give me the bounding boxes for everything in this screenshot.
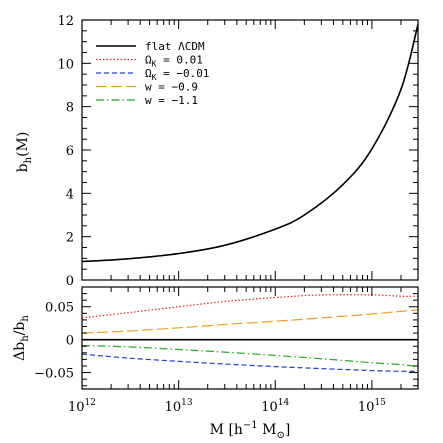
bottom-series-4 bbox=[81, 353, 419, 372]
top-y-tick-label: 8 bbox=[66, 101, 74, 116]
x-tick-label: 1013 bbox=[165, 398, 193, 415]
bottom-y-tick-label: −0.05 bbox=[34, 367, 74, 382]
bottom-panel-frame bbox=[81, 286, 419, 390]
legend-label: flat ΛCDM bbox=[145, 40, 205, 53]
top-y-tick-label: 10 bbox=[57, 57, 74, 72]
bottom-series-3 bbox=[81, 344, 419, 368]
top-series-0 bbox=[81, 24, 419, 263]
bottom-series-lines bbox=[81, 294, 419, 372]
top-y-axis-title: bh(M) bbox=[15, 132, 34, 173]
x-axis-title: M [h−1 M⊙] bbox=[210, 420, 291, 441]
top-y-tick-label: 2 bbox=[66, 231, 74, 246]
x-tick-label: 1014 bbox=[261, 398, 289, 415]
bottom-y-axis-title: Δbh/bh bbox=[12, 315, 31, 361]
top-y-tick-label: 0 bbox=[66, 274, 74, 289]
bottom-y-tick-label: 0 bbox=[66, 334, 74, 349]
top-y-tick-label: 4 bbox=[66, 187, 74, 202]
bottom-ticks bbox=[81, 287, 419, 389]
legend-label: w = −0.9 bbox=[145, 81, 198, 94]
bottom-y-tick-label: 0.05 bbox=[45, 301, 74, 316]
bottom-y-tick-labels: 0.05 0 −0.05 bbox=[34, 301, 74, 382]
top-panel-frame bbox=[81, 19, 419, 281]
top-y-tick-label: 12 bbox=[57, 14, 74, 29]
legend-label: ΩK = 0.01 bbox=[145, 54, 203, 69]
legend-label: w = −1.1 bbox=[145, 94, 198, 107]
bottom-series-2 bbox=[81, 309, 419, 334]
x-tick-label: 1012 bbox=[68, 398, 96, 415]
top-y-tick-labels: 0 2 4 6 8 10 12 bbox=[57, 14, 74, 289]
x-tick-label: 1015 bbox=[358, 398, 386, 415]
bottom-panel: 0.05 0 −0.05 1012 1013 1014 1015 Δbh/bh M [h−… bbox=[12, 286, 419, 441]
x-tick-labels: 1012 1013 1014 1015 bbox=[68, 398, 386, 415]
top-series-lines bbox=[81, 24, 419, 263]
legend-label: ΩK = −0.01 bbox=[145, 67, 209, 82]
top-y-tick-label: 6 bbox=[66, 144, 74, 159]
